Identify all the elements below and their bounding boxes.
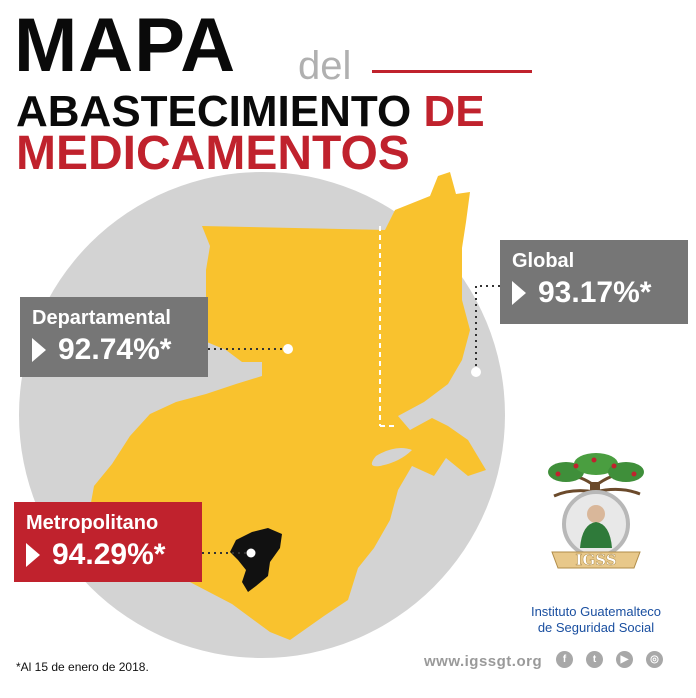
youtube-icon[interactable]: ▶ <box>616 651 633 668</box>
callout-global-label: Global <box>512 250 575 272</box>
institution-name-line-1: Instituto Guatemalteco <box>530 604 662 619</box>
callout-departamental-value: 92.74%* <box>58 333 172 366</box>
lake-izabal <box>371 448 412 467</box>
institution-name: Instituto Guatemalteco de Seguridad Soci… <box>514 604 678 637</box>
igss-banner <box>551 551 641 569</box>
title-del: del <box>298 44 352 88</box>
departamental-marker <box>283 344 293 354</box>
play-arrow-icon <box>512 281 526 305</box>
tree-foliage-right <box>608 462 644 482</box>
igss-logo: IGSS <box>548 453 644 569</box>
title-de: DE <box>423 87 485 136</box>
mother-figure-head <box>587 505 605 523</box>
title-medicamentos: MEDICAMENTOS <box>16 127 410 180</box>
social-icons: f t ▶ ◎ <box>556 651 676 668</box>
callout-global: Global 93.17%* <box>500 240 688 324</box>
callout-metropolitano-value: 94.29%* <box>52 538 166 571</box>
callout-metropolitano: Metropolitano 94.29%* <box>14 502 202 582</box>
callout-departamental-label: Departamental <box>32 307 171 329</box>
title-mapa: MAPA <box>14 3 237 88</box>
callout-metropolitano-label: Metropolitano <box>26 512 159 534</box>
play-arrow-icon <box>32 338 46 362</box>
website-link[interactable]: www.igssgt.org <box>424 653 543 670</box>
instagram-icon[interactable]: ◎ <box>646 651 663 668</box>
callout-global-value: 93.17%* <box>538 276 652 309</box>
institution-name-line-2: de Seguridad Social <box>537 620 655 636</box>
play-arrow-icon <box>26 543 40 567</box>
facebook-icon[interactable]: f <box>556 651 573 668</box>
tree-foliage-center <box>574 453 618 475</box>
metropolitan-region <box>230 528 282 592</box>
global-marker <box>471 367 481 377</box>
callout-departamental: Departamental 92.74%* <box>20 297 208 377</box>
title-abastecimiento: ABASTECIMIENTO <box>16 87 412 136</box>
footnote: *Al 15 de enero de 2018. <box>16 660 149 674</box>
twitter-icon[interactable]: t <box>586 651 603 668</box>
igss-banner-text: IGSS <box>575 551 616 569</box>
title-divider <box>372 70 532 73</box>
metropolitano-marker <box>246 548 256 558</box>
global-leader-line <box>475 285 500 370</box>
mother-figure-body <box>580 522 612 548</box>
title-line-2: ABASTECIMIENTO DE <box>16 90 485 134</box>
